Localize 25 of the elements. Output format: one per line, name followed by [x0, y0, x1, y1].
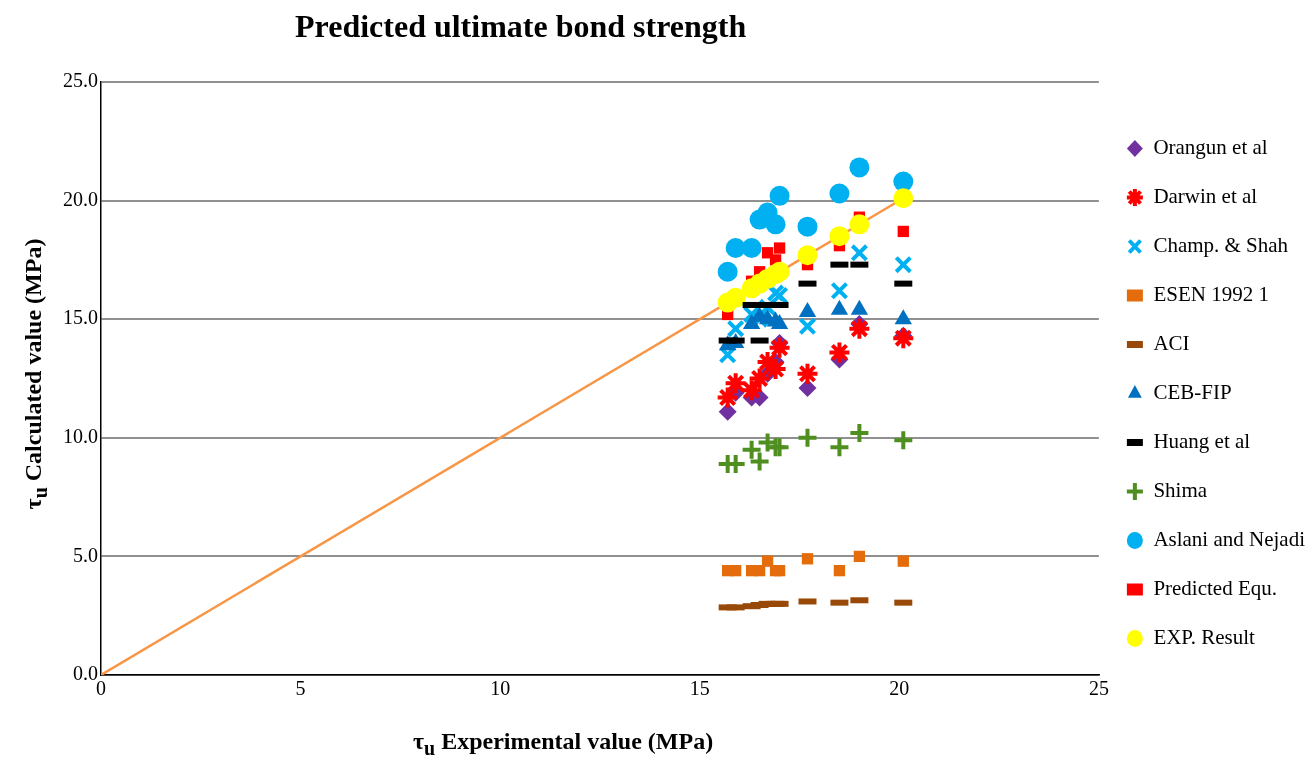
- legend-label: Champ. & Shah: [1153, 233, 1289, 258]
- legend-label: ESEN 1992 1: [1153, 282, 1269, 307]
- legend-label: ACI: [1153, 331, 1190, 356]
- legend-label: Shima: [1153, 478, 1208, 503]
- x-tick-label: 0: [96, 677, 106, 700]
- legend-label: Huang et al: [1153, 429, 1251, 454]
- legend-label: Orangun et al: [1153, 135, 1268, 160]
- x-tick-label: 15: [689, 677, 710, 700]
- x-tick-label: 20: [889, 677, 910, 700]
- y-tick-label: 0.0: [73, 662, 98, 685]
- y-tick-label: 5.0: [73, 543, 98, 566]
- y-tick-label: 20.0: [63, 187, 98, 210]
- legend-label: CEB-FIP: [1153, 380, 1232, 405]
- x-axis-title: τ$_{u}$ Experimental value (MPa): [413, 728, 714, 760]
- legend-label: Predicted Equ.: [1153, 576, 1278, 601]
- x-tick-label: 10: [490, 677, 511, 700]
- y-tick-label: 10.0: [63, 425, 98, 448]
- y-tick-label: 25.0: [63, 69, 98, 92]
- legend-label: EXP. Result: [1153, 625, 1256, 650]
- legend-label: Darwin et al: [1153, 184, 1258, 209]
- y-tick-label: 15.0: [63, 306, 98, 329]
- legend-label: Aslani and Nejadi: [1153, 527, 1306, 552]
- chart-title: Predicted ultimate bond strength: [295, 8, 747, 45]
- x-tick-label: 5: [295, 677, 306, 700]
- x-tick-label: 25: [1088, 677, 1109, 700]
